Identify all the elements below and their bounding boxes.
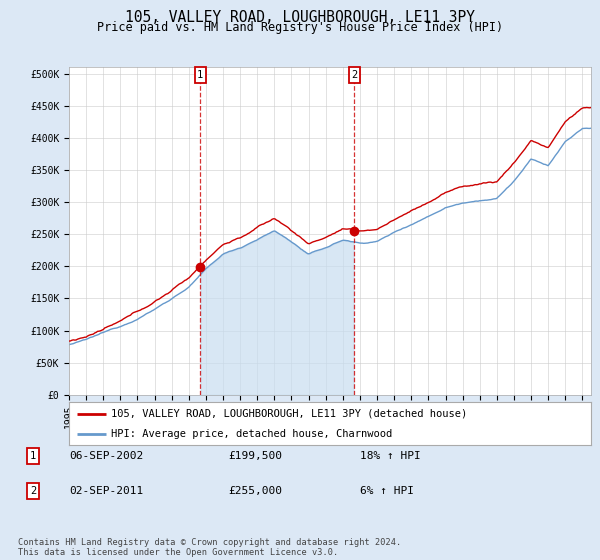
Text: Contains HM Land Registry data © Crown copyright and database right 2024.
This d: Contains HM Land Registry data © Crown c…: [18, 538, 401, 557]
Text: 6% ↑ HPI: 6% ↑ HPI: [360, 486, 414, 496]
Text: 2: 2: [351, 70, 358, 80]
Text: £255,000: £255,000: [228, 486, 282, 496]
Text: Price paid vs. HM Land Registry's House Price Index (HPI): Price paid vs. HM Land Registry's House …: [97, 21, 503, 34]
Text: 1: 1: [30, 451, 36, 461]
Text: 1: 1: [197, 70, 203, 80]
Text: 105, VALLEY ROAD, LOUGHBOROUGH, LE11 3PY (detached house): 105, VALLEY ROAD, LOUGHBOROUGH, LE11 3PY…: [111, 409, 467, 419]
Text: 2: 2: [30, 486, 36, 496]
Text: 02-SEP-2011: 02-SEP-2011: [69, 486, 143, 496]
Text: 06-SEP-2002: 06-SEP-2002: [69, 451, 143, 461]
Text: HPI: Average price, detached house, Charnwood: HPI: Average price, detached house, Char…: [111, 430, 392, 439]
Text: £199,500: £199,500: [228, 451, 282, 461]
Text: 105, VALLEY ROAD, LOUGHBOROUGH, LE11 3PY: 105, VALLEY ROAD, LOUGHBOROUGH, LE11 3PY: [125, 10, 475, 25]
Text: 18% ↑ HPI: 18% ↑ HPI: [360, 451, 421, 461]
